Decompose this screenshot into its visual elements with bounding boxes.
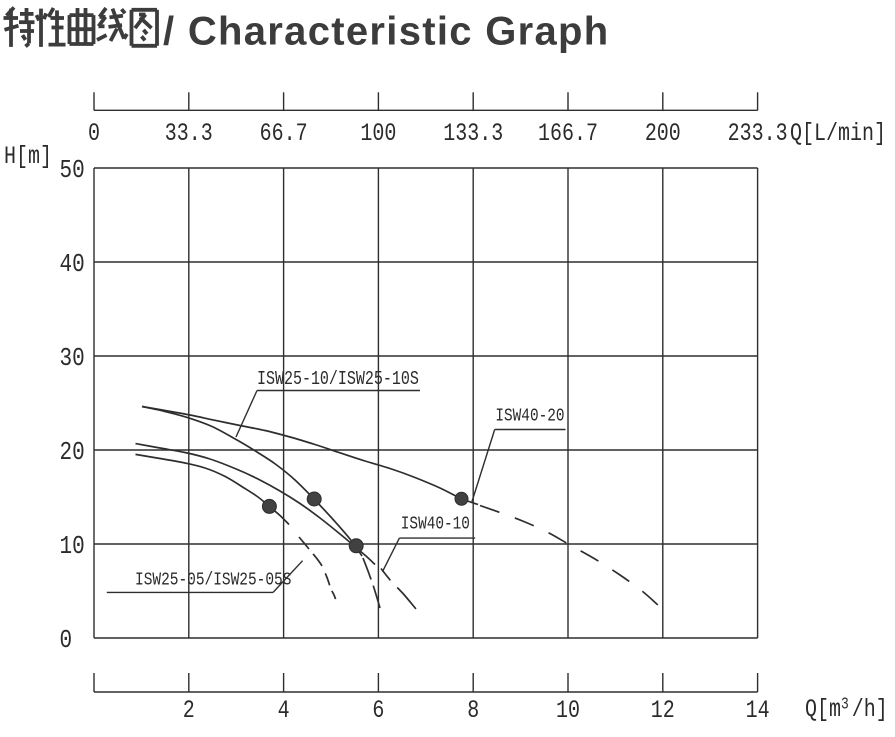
svg-text:50: 50 xyxy=(60,156,85,186)
svg-text:133.3: 133.3 xyxy=(443,119,503,148)
svg-text:2: 2 xyxy=(183,696,195,725)
svg-text:6: 6 xyxy=(372,696,384,725)
svg-text:H[m]: H[m] xyxy=(4,142,52,171)
svg-text:4: 4 xyxy=(278,696,290,725)
svg-text:0: 0 xyxy=(60,626,73,656)
svg-text:14: 14 xyxy=(746,696,770,725)
svg-text:8: 8 xyxy=(467,696,479,725)
svg-text:/ Characteristic Graph: / Characteristic Graph xyxy=(163,10,610,54)
svg-text:20: 20 xyxy=(60,438,85,468)
svg-text:0: 0 xyxy=(88,119,100,148)
svg-text:10: 10 xyxy=(556,696,580,725)
svg-text:66.7: 66.7 xyxy=(260,119,308,148)
svg-text:200: 200 xyxy=(645,119,681,148)
svg-text:40: 40 xyxy=(60,250,85,280)
svg-text:100: 100 xyxy=(360,119,396,148)
svg-text:12: 12 xyxy=(651,696,675,725)
svg-text:166.7: 166.7 xyxy=(538,119,598,148)
svg-text:233.3: 233.3 xyxy=(728,119,788,148)
svg-text:ISW40-20: ISW40-20 xyxy=(495,406,564,427)
svg-text:30: 30 xyxy=(60,344,85,374)
svg-text:ISW25-05/ISW25-05S: ISW25-05/ISW25-05S xyxy=(135,570,291,591)
svg-text:ISW25-10/ISW25-10S: ISW25-10/ISW25-10S xyxy=(257,369,419,390)
svg-text:Q[L/min]: Q[L/min] xyxy=(790,119,886,148)
svg-text:33.3: 33.3 xyxy=(165,119,213,148)
svg-text:ISW40-10: ISW40-10 xyxy=(401,514,470,535)
svg-text:10: 10 xyxy=(60,532,85,562)
